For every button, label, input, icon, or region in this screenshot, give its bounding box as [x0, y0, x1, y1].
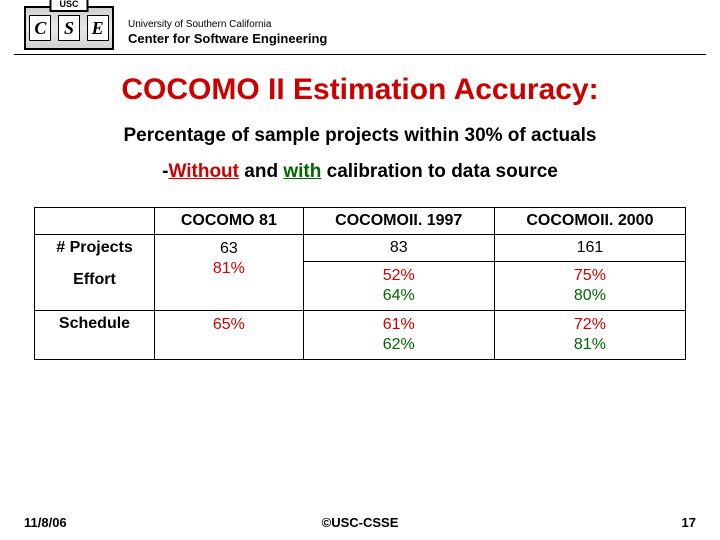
logo-usc-tab: USC: [49, 0, 88, 12]
slide-subtitle: Percentage of sample projects within 30%…: [0, 125, 720, 147]
calibration-without: Without: [168, 161, 239, 182]
schedule-c2000-without: 72%: [501, 315, 679, 335]
footer-page-number: 17: [682, 515, 696, 530]
university-name: University of Southern California: [128, 19, 327, 31]
effort-c1997-without: 52%: [310, 266, 488, 286]
effort-c1997-with: 64%: [310, 286, 488, 306]
calibration-middle: and: [239, 161, 283, 182]
logo-letter-s: S: [58, 15, 80, 41]
projects-c2000: 161: [494, 235, 685, 262]
row-label-schedule: Schedule: [35, 311, 155, 360]
table-row-schedule: Schedule 65% 61% 62% 72% 81%: [35, 311, 686, 360]
projects-c81: 63: [161, 239, 297, 259]
row-label-projects: # Projects: [41, 239, 148, 257]
footer-copyright: ©USC-CSSE: [322, 515, 399, 530]
col-header-cocomoii-1997: COCOMOII. 1997: [303, 208, 494, 235]
table-row-projects: # Projects Effort 63 81% 83 161: [35, 235, 686, 262]
schedule-c2000-with: 81%: [501, 335, 679, 355]
footer: 11/8/06 ©USC-CSSE 17: [0, 515, 720, 530]
projects-c1997: 83: [303, 235, 494, 262]
center-name: Center for Software Engineering: [128, 31, 327, 46]
cse-logo: USC C S E: [24, 6, 114, 50]
logo-letter-c: C: [29, 15, 51, 41]
header-text: University of Southern California Center…: [128, 19, 327, 50]
schedule-c81-without: 65%: [161, 315, 297, 335]
footer-date: 11/8/06: [24, 515, 67, 530]
schedule-c1997-with: 62%: [310, 335, 488, 355]
header: USC C S E University of Southern Califor…: [14, 0, 706, 55]
effort-c2000-without: 75%: [501, 266, 679, 286]
calibration-with: with: [283, 161, 321, 182]
row-label-effort: Effort: [41, 271, 148, 289]
schedule-c1997-without: 61%: [310, 315, 488, 335]
slide-title: COCOMO II Estimation Accuracy:: [0, 73, 720, 107]
effort-c2000-with: 80%: [501, 286, 679, 306]
effort-c81-without: 81%: [161, 259, 297, 279]
col-header-cocomo81: COCOMO 81: [155, 208, 304, 235]
calibration-line: -Without and with calibration to data so…: [0, 161, 720, 183]
accuracy-table: COCOMO 81 COCOMOII. 1997 COCOMOII. 2000 …: [34, 207, 686, 360]
logo-letter-e: E: [87, 15, 109, 41]
calibration-suffix: calibration to data source: [321, 161, 558, 182]
col-header-cocomoii-2000: COCOMOII. 2000: [494, 208, 685, 235]
table-corner: [35, 208, 155, 235]
